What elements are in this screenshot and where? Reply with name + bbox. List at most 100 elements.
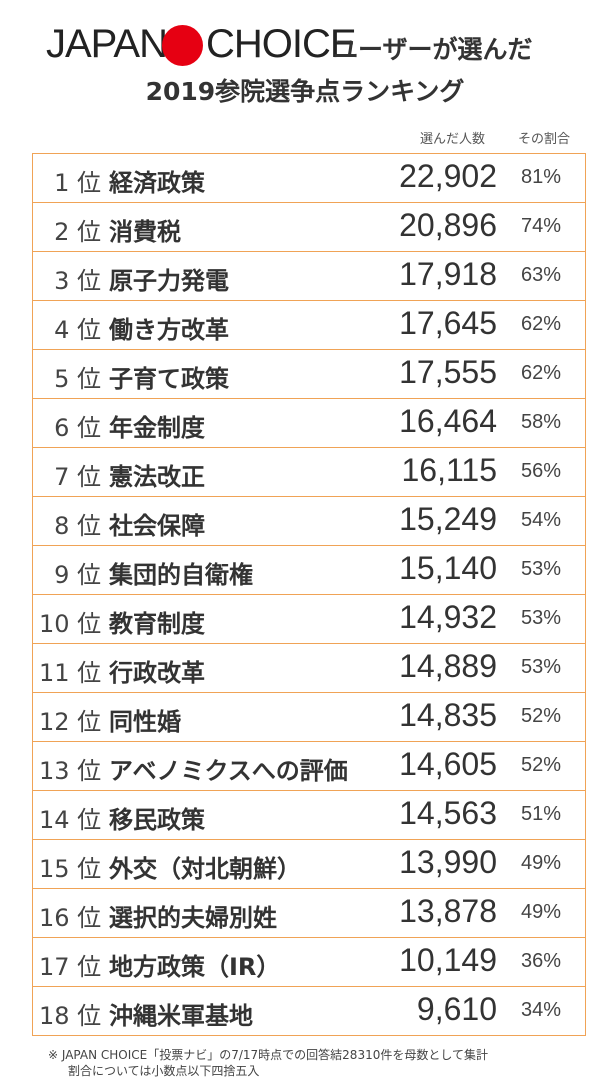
rank: 7 位 [54, 463, 101, 491]
percentage: 34% [521, 999, 562, 1021]
issue: 働き方改革 [109, 316, 229, 344]
issue: 行政改革 [109, 659, 205, 687]
percentage: 52% [521, 705, 562, 727]
rank: 2 位 [54, 218, 101, 246]
percentage: 56% [521, 460, 562, 482]
rank: 12 位 [39, 708, 102, 736]
percentage: 53% [521, 607, 562, 629]
vote-count: 16,464 [399, 403, 497, 439]
issue: 経済政策 [109, 169, 205, 197]
table-row: 13 位アベノミクスへの評価 14,605 52% [33, 742, 585, 791]
vote-count: 10,149 [399, 942, 497, 978]
issue: 集団的自衛権 [109, 561, 253, 589]
vote-count: 15,140 [399, 550, 497, 586]
logo-text: JAPAN [46, 22, 168, 66]
rank: 1 位 [54, 169, 101, 197]
vote-count: 9,610 [416, 991, 497, 1027]
table-row: 17 位地方政策（IR） 10,149 36% [33, 938, 585, 987]
footnote: 割合については小数点以下四捨五入 [68, 1064, 260, 1078]
vote-count: 17,918 [399, 256, 497, 292]
vote-count: 15,249 [399, 501, 497, 537]
table-row: 12 位同性婚 14,835 52% [33, 693, 585, 742]
table-row: 3 位原子力発電 17,918 63% [33, 252, 585, 301]
percentage: 53% [521, 656, 562, 678]
title: 2019参院選争点ランキング [145, 77, 465, 106]
percentage: 62% [521, 362, 562, 384]
percentage: 49% [521, 901, 562, 923]
table-row: 5 位子育て政策 17,555 62% [33, 350, 585, 399]
table-row: 18 位沖縄米軍基地 9,610 34% [33, 987, 585, 1035]
rank: 5 位 [54, 365, 101, 393]
rank: 13 位 [39, 757, 102, 785]
vote-count: 14,835 [399, 697, 497, 733]
table-row: 15 位外交（対北朝鮮） 13,990 49% [33, 840, 585, 889]
percentage: 36% [521, 950, 562, 972]
percentage: 52% [521, 754, 562, 776]
table-row: 2 位消費税 20,896 74% [33, 203, 585, 252]
table-row: 7 位憲法改正 16,115 56% [33, 448, 585, 497]
rank: 17 位 [39, 953, 102, 981]
issue: 社会保障 [109, 512, 205, 540]
percentage: 53% [521, 558, 562, 580]
rank: 14 位 [39, 806, 102, 834]
issue: 外交（対北朝鮮） [109, 855, 301, 883]
table-row: 1 位経済政策 22,902 81% [33, 154, 585, 203]
vote-count: 13,990 [399, 844, 497, 880]
logo-circle [162, 25, 203, 66]
vote-count: 16,115 [401, 452, 498, 488]
rank: 16 位 [39, 904, 102, 932]
percentage: 51% [521, 803, 562, 825]
table-row: 4 位働き方改革 17,645 62% [33, 301, 585, 350]
rank: 3 位 [54, 267, 101, 295]
percentage: 74% [521, 215, 562, 237]
table-row: 6 位年金制度 16,464 58% [33, 399, 585, 448]
subtitle: ユーザーが選んだ [333, 35, 533, 64]
column-header: その割合 [518, 132, 571, 147]
rank: 11 位 [39, 659, 102, 687]
percentage: 54% [521, 509, 562, 531]
percentage: 62% [521, 313, 562, 335]
issue: 沖縄米軍基地 [109, 1002, 253, 1030]
rank: 4 位 [54, 316, 101, 344]
table-row: 8 位社会保障 15,249 54% [33, 497, 585, 546]
issue: 年金制度 [109, 414, 205, 442]
rank: 18 位 [39, 1002, 102, 1030]
column-header: 選んだ人数 [420, 132, 486, 147]
issue: アベノミクスへの評価 [109, 757, 348, 785]
rank: 9 位 [54, 561, 101, 589]
percentage: 49% [521, 852, 562, 874]
footnote: ※ JAPAN CHOICE「投票ナビ」の7/17時点での回答結28310件を母… [48, 1048, 488, 1062]
percentage: 81% [521, 166, 562, 188]
table-row: 11 位行政改革 14,889 53% [33, 644, 585, 693]
issue: 同性婚 [109, 708, 181, 736]
rank: 15 位 [39, 855, 102, 883]
vote-count: 14,932 [399, 599, 497, 635]
issue: 憲法改正 [109, 463, 205, 491]
rank: 6 位 [54, 414, 101, 442]
table-row: 16 位選択的夫婦別姓 13,878 49% [33, 889, 585, 938]
percentage: 58% [521, 411, 562, 433]
logo-text: CHOICE [206, 22, 357, 66]
vote-count: 14,889 [399, 648, 497, 684]
issue: 子育て政策 [109, 365, 229, 393]
issue: 選択的夫婦別姓 [109, 904, 277, 932]
issue: 移民政策 [109, 806, 205, 834]
vote-count: 14,605 [399, 746, 497, 782]
percentage: 63% [521, 264, 562, 286]
issue: 教育制度 [109, 610, 205, 638]
table-row: 10 位教育制度 14,932 53% [33, 595, 585, 644]
table-row: 14 位移民政策 14,563 51% [33, 791, 585, 840]
vote-count: 14,563 [399, 795, 497, 831]
vote-count: 20,896 [399, 207, 497, 243]
vote-count: 17,555 [399, 354, 497, 390]
issue: 消費税 [109, 218, 181, 246]
issue: 原子力発電 [109, 267, 229, 295]
rank: 8 位 [54, 512, 101, 540]
rank: 10 位 [39, 610, 102, 638]
vote-count: 17,645 [399, 305, 497, 341]
issue: 地方政策（IR） [109, 953, 281, 981]
vote-count: 22,902 [399, 158, 497, 194]
ranking-table: 1 位経済政策 22,902 81% 2 位消費税 20,896 74% 3 位原子力発電 1… [32, 153, 586, 1036]
vote-count: 13,878 [399, 893, 497, 929]
